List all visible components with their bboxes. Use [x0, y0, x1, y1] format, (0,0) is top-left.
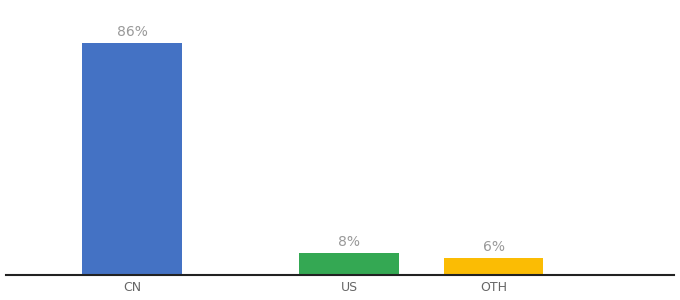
Bar	[82, 43, 182, 274]
Text: 8%: 8%	[338, 235, 360, 249]
Text: 86%: 86%	[117, 25, 148, 39]
Text: 6%: 6%	[483, 240, 505, 254]
Bar	[299, 253, 398, 274]
Bar	[444, 258, 543, 274]
